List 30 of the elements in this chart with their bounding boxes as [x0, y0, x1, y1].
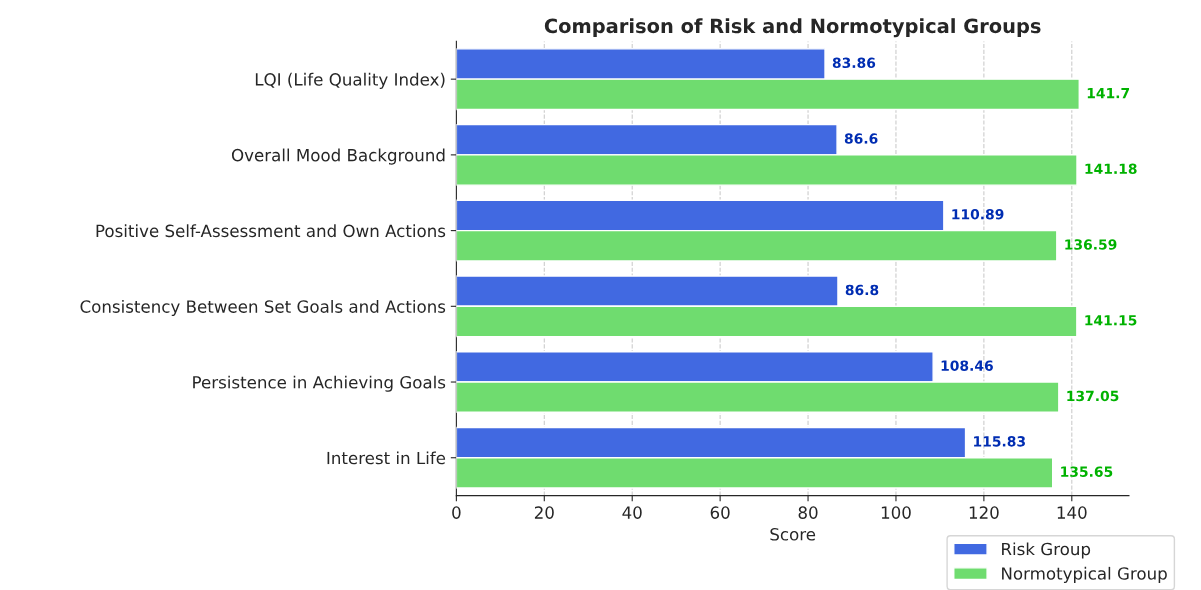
data-label: 110.89: [952, 208, 1004, 220]
x-tick-label: 140: [1057, 506, 1087, 519]
chart-title: Comparison of Risk and Normotypical Groups: [544, 18, 1041, 38]
data-label: 86.8: [845, 284, 879, 296]
x-tick-label: 120: [969, 506, 999, 519]
legend-label: Normotypical Group: [1002, 566, 1167, 583]
data-label: 86.6: [844, 133, 878, 144]
x-tick-label: 100: [881, 506, 911, 519]
data-label: 135.65: [1061, 466, 1113, 477]
data-label: 108.46: [941, 360, 993, 371]
y-tick-label: Positive Self-Assessment and Own Actions: [96, 224, 446, 238]
x-axis-title: Score: [770, 528, 816, 541]
x-tick-label: 80: [798, 506, 818, 519]
y-tick-label: Consistency Between Set Goals and Actions: [80, 299, 446, 317]
data-label: 141.15: [1085, 315, 1137, 326]
y-tick-label: Overall Mood Background: [231, 148, 445, 165]
x-tick-label: 0: [452, 506, 461, 519]
x-tick-label: 20: [534, 506, 554, 519]
data-label: 141.18: [1085, 163, 1137, 175]
data-label: 115.83: [974, 436, 1025, 447]
x-tick-label: 40: [622, 506, 642, 519]
y-tick-label: Interest in Life: [327, 451, 446, 465]
legend-label: Risk Group: [1002, 542, 1091, 559]
y-tick-label: LQI (Life Quality Index): [255, 72, 445, 89]
data-label: 136.59: [1065, 239, 1117, 250]
data-label: 141.7: [1087, 88, 1130, 99]
data-label: 137.05: [1067, 390, 1119, 402]
x-tick-label: 60: [710, 506, 730, 519]
data-label: 83.86: [832, 57, 876, 69]
y-tick-label: Persistence in Achieving Goals: [193, 375, 446, 392]
